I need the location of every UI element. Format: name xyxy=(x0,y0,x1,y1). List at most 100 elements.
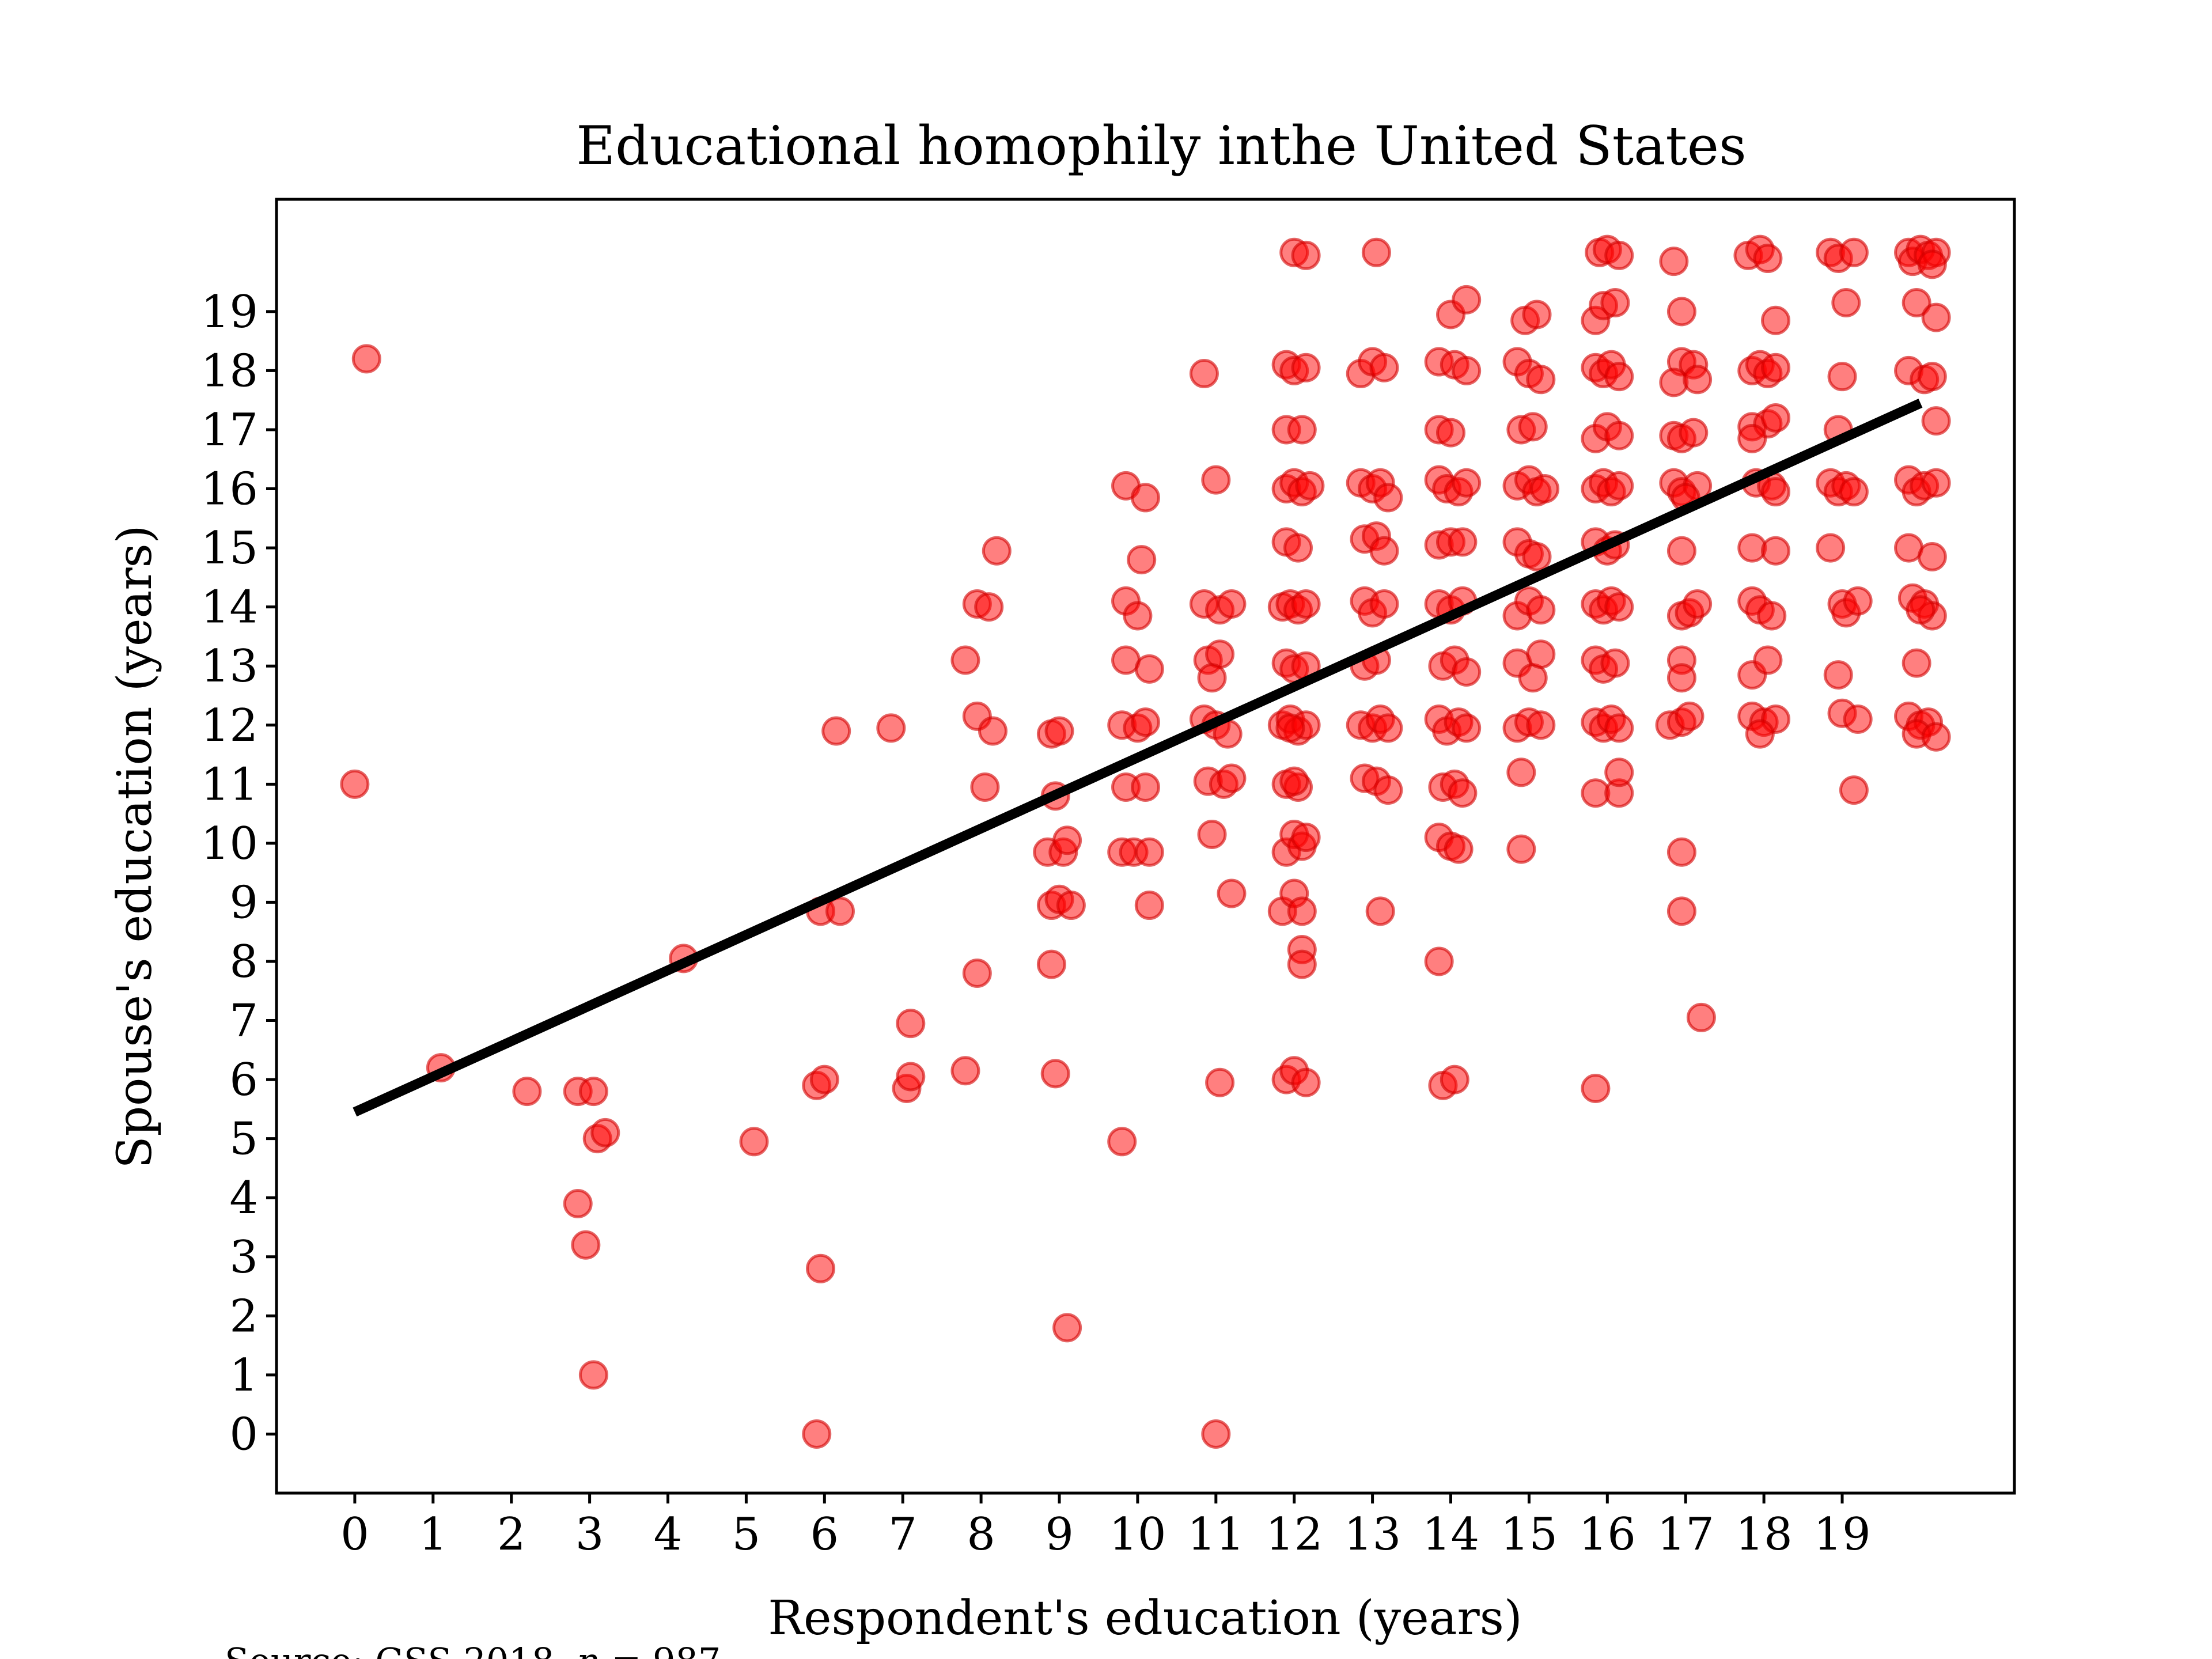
data-point-143 xyxy=(1361,237,1391,267)
data-point-75 xyxy=(1217,763,1247,793)
y-tick-label-17: 17 xyxy=(201,404,258,456)
data-point-174 xyxy=(1440,1065,1469,1094)
data-point-171 xyxy=(1444,834,1474,864)
x-tick-label-4: 4 xyxy=(654,1509,683,1560)
x-tick-label-3: 3 xyxy=(575,1509,604,1560)
y-tick-label-2: 2 xyxy=(229,1290,258,1342)
data-point-249 xyxy=(1666,536,1696,566)
data-point-179 xyxy=(1526,365,1556,395)
data-point-297 xyxy=(1839,477,1869,507)
data-point-20 xyxy=(876,713,906,743)
y-tick-label-4: 4 xyxy=(229,1172,258,1224)
data-point-129 xyxy=(1369,536,1399,566)
data-point-208 xyxy=(1604,421,1634,450)
regression-line xyxy=(353,399,1923,1117)
data-point-23 xyxy=(896,1062,926,1092)
data-point-43 xyxy=(1040,1059,1070,1089)
data-point-155 xyxy=(1448,527,1478,557)
data-point-88 xyxy=(1295,471,1325,501)
data-point-46 xyxy=(1131,483,1160,513)
data-point-199 xyxy=(1506,834,1536,864)
data-point-41 xyxy=(1056,891,1086,921)
y-tick-label-6: 6 xyxy=(229,1054,258,1106)
data-point-191 xyxy=(1526,595,1556,625)
data-point-268 xyxy=(1761,353,1791,382)
data-point-272 xyxy=(1737,423,1767,453)
y-tick-label-12: 12 xyxy=(201,700,258,752)
source-value: = 987 xyxy=(600,1640,721,1659)
data-point-320 xyxy=(1921,468,1951,498)
data-point-326 xyxy=(1902,648,1931,678)
data-point-332 xyxy=(1921,406,1951,436)
data-point-82 xyxy=(1291,353,1321,382)
data-point-201 xyxy=(1522,300,1552,329)
plot-frame xyxy=(275,198,2016,1495)
x-tick-label-15: 15 xyxy=(1501,1509,1558,1560)
data-point-69 xyxy=(1197,663,1227,693)
data-point-12 xyxy=(739,1127,769,1157)
y-axis-label: Spouse's education (years) xyxy=(108,525,162,1168)
x-tick-label-7: 7 xyxy=(888,1509,917,1560)
data-point-230 xyxy=(1581,1073,1611,1103)
data-point-59 xyxy=(1134,837,1164,867)
data-point-112 xyxy=(1287,896,1317,926)
data-point-331 xyxy=(1921,722,1951,752)
data-point-9 xyxy=(571,1230,601,1260)
y-tick-label-1: 1 xyxy=(229,1350,258,1402)
data-point-117 xyxy=(1291,1067,1321,1097)
y-tick-label-5: 5 xyxy=(229,1113,258,1165)
data-point-7 xyxy=(590,1118,620,1147)
data-point-109 xyxy=(1291,823,1321,853)
data-point-66 xyxy=(1217,589,1247,619)
data-point-49 xyxy=(1123,601,1153,631)
x-tick-label-12: 12 xyxy=(1266,1509,1323,1560)
data-point-152 xyxy=(1452,468,1482,498)
data-point-161 xyxy=(1452,657,1482,687)
x-tick-label-14: 14 xyxy=(1422,1509,1479,1560)
data-point-181 xyxy=(1518,412,1548,442)
data-point-77 xyxy=(1217,878,1247,908)
y-tick-label-3: 3 xyxy=(229,1232,258,1283)
data-point-282 xyxy=(1753,645,1783,675)
x-tick-label-19: 19 xyxy=(1813,1509,1870,1560)
data-point-21 xyxy=(896,1009,926,1039)
data-point-176 xyxy=(1452,285,1482,315)
data-point-78 xyxy=(1205,1067,1235,1097)
x-tick-label-10: 10 xyxy=(1109,1509,1166,1560)
data-point-241 xyxy=(1683,365,1713,395)
data-point-316 xyxy=(1917,362,1947,392)
data-point-172 xyxy=(1424,946,1454,976)
x-tick-label-0: 0 xyxy=(340,1509,369,1560)
x-tick-label-16: 16 xyxy=(1579,1509,1636,1560)
data-point-259 xyxy=(1666,896,1696,926)
data-point-10 xyxy=(578,1360,608,1390)
data-point-277 xyxy=(1761,536,1791,566)
data-point-138 xyxy=(1373,713,1403,743)
data-point-34 xyxy=(1044,716,1074,746)
y-tick-label-18: 18 xyxy=(201,345,258,397)
data-point-3 xyxy=(512,1077,542,1107)
data-point-275 xyxy=(1761,477,1791,507)
data-point-27 xyxy=(974,592,1004,622)
data-point-212 xyxy=(1604,471,1634,501)
data-point-63 xyxy=(1201,465,1231,495)
data-point-301 xyxy=(1843,586,1873,616)
x-tick-label-2: 2 xyxy=(497,1509,526,1560)
source-text: Source: GSS 2018, xyxy=(225,1640,577,1659)
data-point-185 xyxy=(1530,474,1560,504)
source-note: Source: GSS 2018, n = 987 xyxy=(225,1640,721,1659)
data-point-333 xyxy=(1906,595,1936,625)
data-point-18 xyxy=(806,1253,836,1283)
y-tick-label-13: 13 xyxy=(201,641,258,692)
data-point-244 xyxy=(1679,418,1709,448)
data-point-233 xyxy=(1600,287,1630,317)
y-tick-label-15: 15 xyxy=(201,522,258,574)
data-point-5 xyxy=(578,1077,608,1107)
data-point-1 xyxy=(351,344,381,374)
data-point-28 xyxy=(982,536,1012,566)
data-point-32 xyxy=(962,958,992,988)
points-layer xyxy=(340,234,1951,1449)
chart-title: Educational homophily inthe United State… xyxy=(576,115,1746,177)
